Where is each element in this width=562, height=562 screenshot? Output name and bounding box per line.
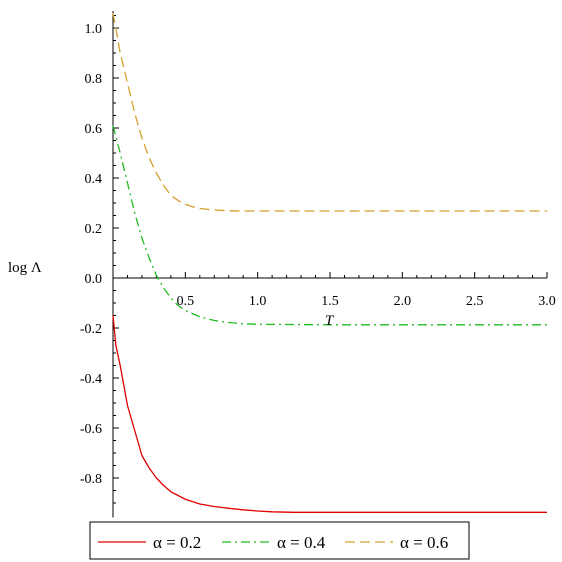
y-tick-label: 0.8 [85,72,103,87]
axes [112,11,547,518]
x-tick-label: 0.5 [177,294,195,309]
series-line-2 [112,125,547,326]
x-tick-label: 2.0 [394,294,412,309]
legend-label-3: α = 0.6 [400,533,448,552]
y-tick-label: 0.2 [85,222,103,237]
y-tick-label: -0.4 [80,372,102,387]
y-tick-label: 0.4 [85,172,103,187]
x-tick-label: 1.0 [249,294,267,309]
y-tick-label: 1.0 [85,22,103,37]
x-tick-label: 1.5 [321,294,339,309]
y-tick-label: -0.6 [80,422,102,437]
y-tick-label: -0.8 [80,472,102,487]
y-tick-label: 0.6 [85,122,103,137]
legend-label-2: α = 0.4 [277,533,326,552]
y-tick-label: 0.0 [85,272,103,287]
legend-label-1: α = 0.2 [153,533,201,552]
legend: α = 0.2 α = 0.4 α = 0.6 [89,521,470,560]
series-line-3 [112,12,547,212]
legend-box [89,521,470,560]
x-axis-label: T [325,313,335,329]
x-tick-label: 3.0 [538,294,556,309]
x-tick-label: 2.5 [466,294,484,309]
series-layer [112,12,547,513]
y-axis-label: log Λ [8,260,42,276]
series-line-1 [112,315,547,513]
y-tick-label: -0.2 [80,322,102,337]
ticks: -0.8 -0.6 -0.4 -0.2 0.0 0.2 0.4 0.6 0.8 1.0 0.5 1.0… [80,15,556,504]
